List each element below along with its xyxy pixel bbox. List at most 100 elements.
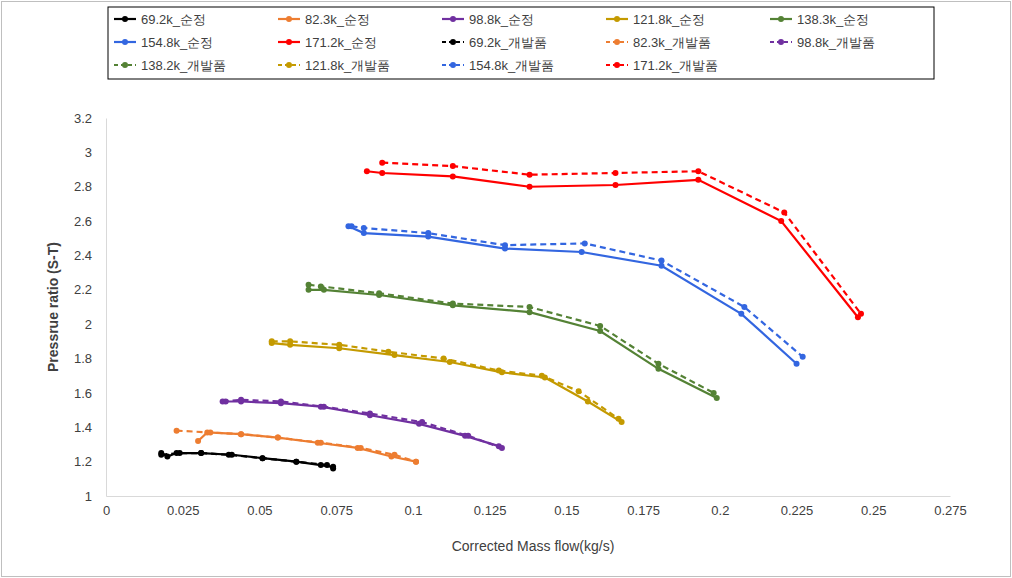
x-tick-label: 0 (103, 503, 110, 518)
legend-label: 98.8k_개발품 (797, 35, 875, 50)
y-tick-label: 1 (85, 489, 92, 504)
legend-marker (450, 39, 456, 45)
data-point (306, 282, 312, 288)
data-point (527, 172, 533, 178)
x-tick: 0.25 (861, 496, 886, 518)
legend-marker (450, 16, 456, 22)
x-tick-label: 0.175 (627, 503, 660, 518)
data-point (714, 395, 720, 401)
y-tick: 2 (85, 317, 106, 332)
legend-label: 154.8k_개발품 (469, 58, 554, 73)
data-point (361, 225, 367, 231)
series-line (309, 285, 714, 393)
data-point (238, 397, 244, 403)
data-point (502, 242, 508, 248)
x-tick-label: 0.15 (554, 503, 579, 518)
data-point (419, 419, 425, 425)
legend-marker (286, 62, 292, 68)
data-point (385, 349, 391, 355)
legend-marker (122, 16, 128, 22)
y-tick: 2.6 (74, 214, 106, 229)
legend-label: 171.2k_개발품 (633, 58, 718, 73)
data-point (800, 354, 806, 360)
y-tick: 3 (85, 145, 106, 160)
x-tick: 0.275 (934, 496, 967, 518)
legend-label: 82.3k_순정 (305, 12, 370, 27)
data-point (794, 361, 800, 367)
data-point (576, 388, 582, 394)
y-tick: 2.2 (74, 282, 106, 297)
data-point (465, 433, 471, 439)
data-point (450, 173, 456, 179)
series (195, 429, 419, 464)
data-point (195, 438, 201, 444)
data-point (358, 445, 364, 451)
series-line (272, 341, 619, 418)
x-tick: 0.2 (711, 496, 729, 518)
legend-marker (450, 62, 456, 68)
data-point (330, 466, 336, 472)
y-tick: 1 (85, 489, 106, 504)
legend-marker (778, 16, 784, 22)
y-tick-label: 3.2 (74, 111, 92, 126)
x-tick: 0.15 (554, 496, 579, 518)
data-point (711, 390, 717, 396)
y-tick-label: 2.6 (74, 214, 92, 229)
y-tick: 2.8 (74, 179, 106, 194)
legend-item: 171.2k_순정 (278, 35, 377, 50)
data-point (425, 230, 431, 236)
series-line (226, 402, 499, 447)
data-point (220, 399, 226, 405)
data-point (695, 177, 701, 183)
series-line (348, 226, 796, 363)
series (220, 397, 505, 451)
legend-item: 98.8k_순정 (442, 12, 534, 27)
x-tick: 0.05 (247, 496, 272, 518)
data-point (198, 450, 204, 456)
series (306, 282, 717, 396)
y-tick-label: 2.8 (74, 179, 92, 194)
data-point (158, 452, 164, 458)
legend-item: 69.2k_개발품 (442, 35, 547, 50)
legend-item: 171.2k_개발품 (606, 58, 718, 73)
legend-label: 121.8k_순정 (633, 12, 705, 27)
legend-item: 138.3k_순정 (770, 12, 869, 27)
data-point (367, 411, 373, 417)
data-point (336, 342, 342, 348)
legend-item: 69.2k_순정 (114, 12, 206, 27)
data-point (527, 184, 533, 190)
data-point (616, 416, 622, 422)
y-tick-label: 1.2 (74, 454, 92, 469)
series-line (177, 431, 416, 462)
series (269, 340, 625, 425)
series (349, 223, 806, 360)
legend-label: 121.8k_개발품 (305, 58, 390, 73)
x-axis-title: Corrected Mass flow(kg/s) (452, 538, 615, 554)
series (364, 168, 861, 320)
legend-item: 138.2k_개발품 (114, 58, 226, 73)
plot-area (158, 160, 864, 472)
data-point (275, 435, 281, 441)
data-point (321, 404, 327, 410)
data-point (496, 368, 502, 374)
data-point (174, 428, 180, 434)
x-tick: 0.175 (627, 496, 660, 518)
legend-label: 138.2k_개발품 (141, 58, 226, 73)
data-point (318, 283, 324, 289)
data-point (260, 455, 266, 461)
series (269, 338, 622, 421)
data-point (597, 328, 603, 334)
data-point (226, 452, 232, 458)
legend-label: 154.8k_순정 (141, 35, 213, 50)
y-tick-label: 1.8 (74, 351, 92, 366)
x-tick: 0 (103, 496, 110, 518)
y-tick-label: 1.6 (74, 386, 92, 401)
data-point (441, 356, 447, 362)
data-point (207, 429, 213, 435)
data-point (612, 170, 618, 176)
data-point (695, 168, 701, 174)
legend-item: 82.3k_순정 (278, 12, 370, 27)
x-tick-label: 0.275 (934, 503, 967, 518)
data-point (376, 290, 382, 296)
y-tick: 3.2 (74, 111, 106, 126)
